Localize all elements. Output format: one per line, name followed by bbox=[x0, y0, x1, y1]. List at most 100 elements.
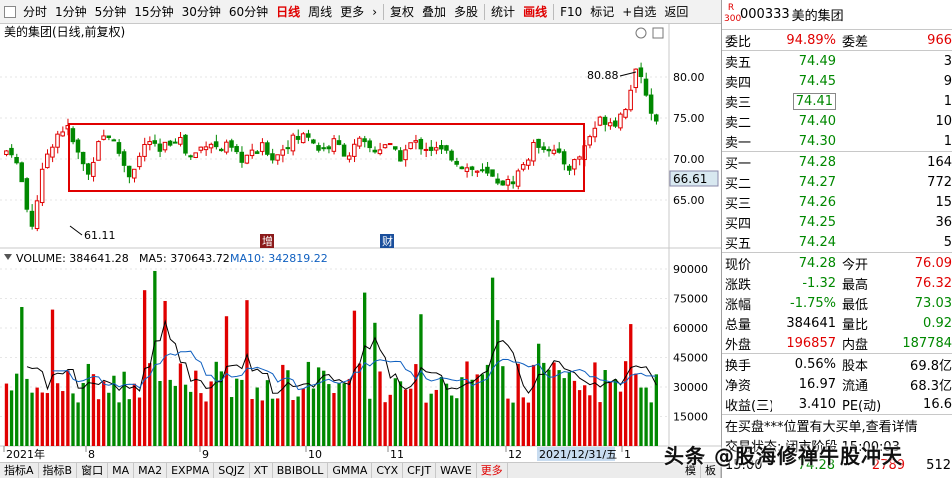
indicator-btn-10[interactable]: CYX bbox=[372, 462, 404, 478]
indicator-btn-13[interactable]: 更多 bbox=[477, 462, 508, 478]
event-mark-cai[interactable]: 财 bbox=[380, 234, 394, 248]
candle-body bbox=[162, 141, 168, 151]
indicator-btn-6[interactable]: SQJZ bbox=[214, 462, 250, 478]
buys-volume: 15 bbox=[935, 194, 952, 210]
high-marker: 80.88 bbox=[587, 69, 637, 82]
indicator-btn-9[interactable]: GMMA bbox=[328, 462, 373, 478]
stat-label: 总量 bbox=[725, 317, 752, 333]
toolbar-btn-15[interactable]: 标记 bbox=[590, 4, 615, 19]
toolbar-btn-12[interactable]: 统计 bbox=[491, 4, 516, 19]
candle-body bbox=[413, 140, 418, 143]
big-order-notice[interactable]: 在买盘***位置有大买单,查看详情 bbox=[722, 415, 952, 435]
toolbar-btn-8[interactable]: 更多 bbox=[340, 4, 365, 19]
date-tick: 11 bbox=[390, 448, 404, 461]
volume-bar bbox=[306, 361, 311, 446]
candle-body bbox=[592, 127, 598, 138]
candle-body bbox=[357, 137, 362, 147]
toolbar-btn-14[interactable]: F10 bbox=[560, 4, 583, 19]
indicator-bar: 指标A 指标B 窗口 MA MA2 EXPMA SQJZ XT BBIBOLL GMMA CYX CF… bbox=[0, 462, 721, 478]
notice-text[interactable]: 在买盘***位置有大买单,查看详情 bbox=[725, 419, 918, 435]
toolbar-btn-6[interactable]: 日线 bbox=[276, 4, 301, 19]
indicator-btn-1[interactable]: 指标B bbox=[39, 462, 78, 478]
tick-volume: 2789 bbox=[871, 457, 905, 473]
toolbar-btn-0[interactable]: 分时 bbox=[23, 4, 48, 19]
toolbar-btn-2[interactable]: 5分钟 bbox=[94, 4, 127, 19]
candle-body bbox=[587, 136, 592, 146]
candle-body bbox=[111, 139, 117, 142]
board-button[interactable]: 板 bbox=[701, 462, 721, 478]
stat-label-2: 最低 bbox=[842, 297, 869, 313]
toolbar-btn-9[interactable]: 复权 bbox=[390, 4, 415, 19]
more-arrow-icon[interactable]: › bbox=[372, 4, 377, 19]
candle-body bbox=[408, 142, 413, 150]
trade-status: 交易状态: 闭市阶段 15:00:03 bbox=[722, 435, 952, 455]
volume-bar bbox=[158, 381, 162, 446]
candle-body bbox=[500, 180, 505, 186]
indicator-btn-12[interactable]: WAVE bbox=[436, 462, 477, 478]
volume-bar bbox=[511, 402, 515, 446]
toolbar-btn-5[interactable]: 60分钟 bbox=[228, 4, 269, 19]
buys-row-4: 买五 74.24 5 bbox=[722, 232, 952, 252]
candle-body bbox=[198, 146, 204, 151]
maximize-icon[interactable] bbox=[652, 27, 664, 39]
candle-body bbox=[157, 143, 163, 152]
volume-bar bbox=[577, 390, 582, 446]
toolbar-btn-3[interactable]: 15分钟 bbox=[134, 4, 174, 19]
indicator-btn-8[interactable]: BBIBOLL bbox=[273, 462, 329, 478]
candle-body bbox=[326, 146, 332, 150]
stat-value-2: 76.32 bbox=[914, 275, 952, 291]
chart-area[interactable]: 美的集团(日线,前复权) 80.88 61.11 增 财 bbox=[0, 24, 721, 462]
indicator-btn-7[interactable]: XT bbox=[250, 462, 273, 478]
toolbar-btn-10[interactable]: 叠加 bbox=[422, 4, 447, 19]
template-button[interactable]: 模 bbox=[681, 462, 701, 478]
candle-body bbox=[623, 109, 628, 118]
sells-row-2: 卖三 74.41 1 bbox=[722, 91, 952, 111]
toolbar-btn-11[interactable]: 多股 bbox=[454, 4, 479, 19]
volume-bar bbox=[424, 402, 428, 446]
tick-extra: 512 bbox=[926, 457, 951, 473]
settings-circle-icon[interactable] bbox=[635, 27, 647, 39]
volume-bar bbox=[301, 388, 305, 446]
toolbar-btn-17[interactable]: 返回 bbox=[664, 4, 689, 19]
buys-label: 买一 bbox=[725, 156, 752, 172]
indicator-btn-11[interactable]: CFJT bbox=[403, 462, 437, 478]
indicator-btn-3[interactable]: MA bbox=[108, 462, 135, 478]
candle-body bbox=[14, 157, 19, 164]
candle-body bbox=[167, 140, 173, 146]
tick-price: 74.28 bbox=[797, 457, 835, 473]
period-toolbar: 分时 1分钟 5分钟 15分钟 30分钟 60分钟 日线 周线 更多 › 复权 叠加 多股 统计 画线 F10… bbox=[0, 0, 721, 24]
toolbar-btn-7[interactable]: 周线 bbox=[308, 4, 333, 19]
stock-chart-svg[interactable]: 美的集团(日线,前复权) 80.88 61.11 增 财 bbox=[0, 24, 721, 462]
toolbar-btn-4[interactable]: 30分钟 bbox=[181, 4, 221, 19]
chart-window-controls[interactable] bbox=[635, 27, 664, 39]
volume-ytick: 45000 bbox=[673, 352, 708, 365]
toolbar-btn-1[interactable]: 1分钟 bbox=[55, 4, 87, 19]
buys-row-3: 买四 74.25 36 bbox=[722, 212, 952, 232]
event-mark-zeng[interactable]: 增 bbox=[260, 234, 274, 248]
fund-value-2: 68.3亿 bbox=[910, 378, 952, 394]
volume-bar bbox=[378, 371, 382, 446]
candle-body bbox=[116, 142, 122, 154]
sells-price-text: 74.40 bbox=[798, 113, 836, 129]
candle-body bbox=[106, 135, 111, 138]
candle-body bbox=[382, 144, 388, 149]
indicator-btn-5[interactable]: EXPMA bbox=[167, 462, 215, 478]
toolbar-checkbox[interactable] bbox=[4, 5, 16, 18]
candle-body bbox=[367, 140, 372, 149]
sells-volume: 1 bbox=[943, 133, 952, 149]
volume-bar bbox=[449, 395, 454, 446]
indicator-btn-0[interactable]: 指标A bbox=[0, 462, 39, 478]
volume-ytick: 30000 bbox=[673, 381, 708, 394]
sells-label: 卖四 bbox=[725, 75, 752, 91]
buys-volume: 5 bbox=[943, 234, 952, 250]
stat-row-2: 涨幅 -1.75% 最低 73.03 bbox=[722, 293, 952, 313]
toolbar-btn-13[interactable]: 画线 bbox=[523, 4, 548, 19]
indicator-btn-4[interactable]: MA2 bbox=[134, 462, 168, 478]
kline-title-text: 美的集团(日线,前复权) bbox=[4, 24, 125, 39]
toolbar-btn-16[interactable]: +自选 bbox=[622, 4, 657, 19]
indicator-btn-2[interactable]: 窗口 bbox=[77, 462, 109, 478]
volume-bar bbox=[55, 383, 60, 446]
legend-dropdown-icon[interactable] bbox=[4, 254, 12, 260]
candle-body bbox=[515, 170, 521, 187]
candle-body bbox=[91, 161, 96, 177]
